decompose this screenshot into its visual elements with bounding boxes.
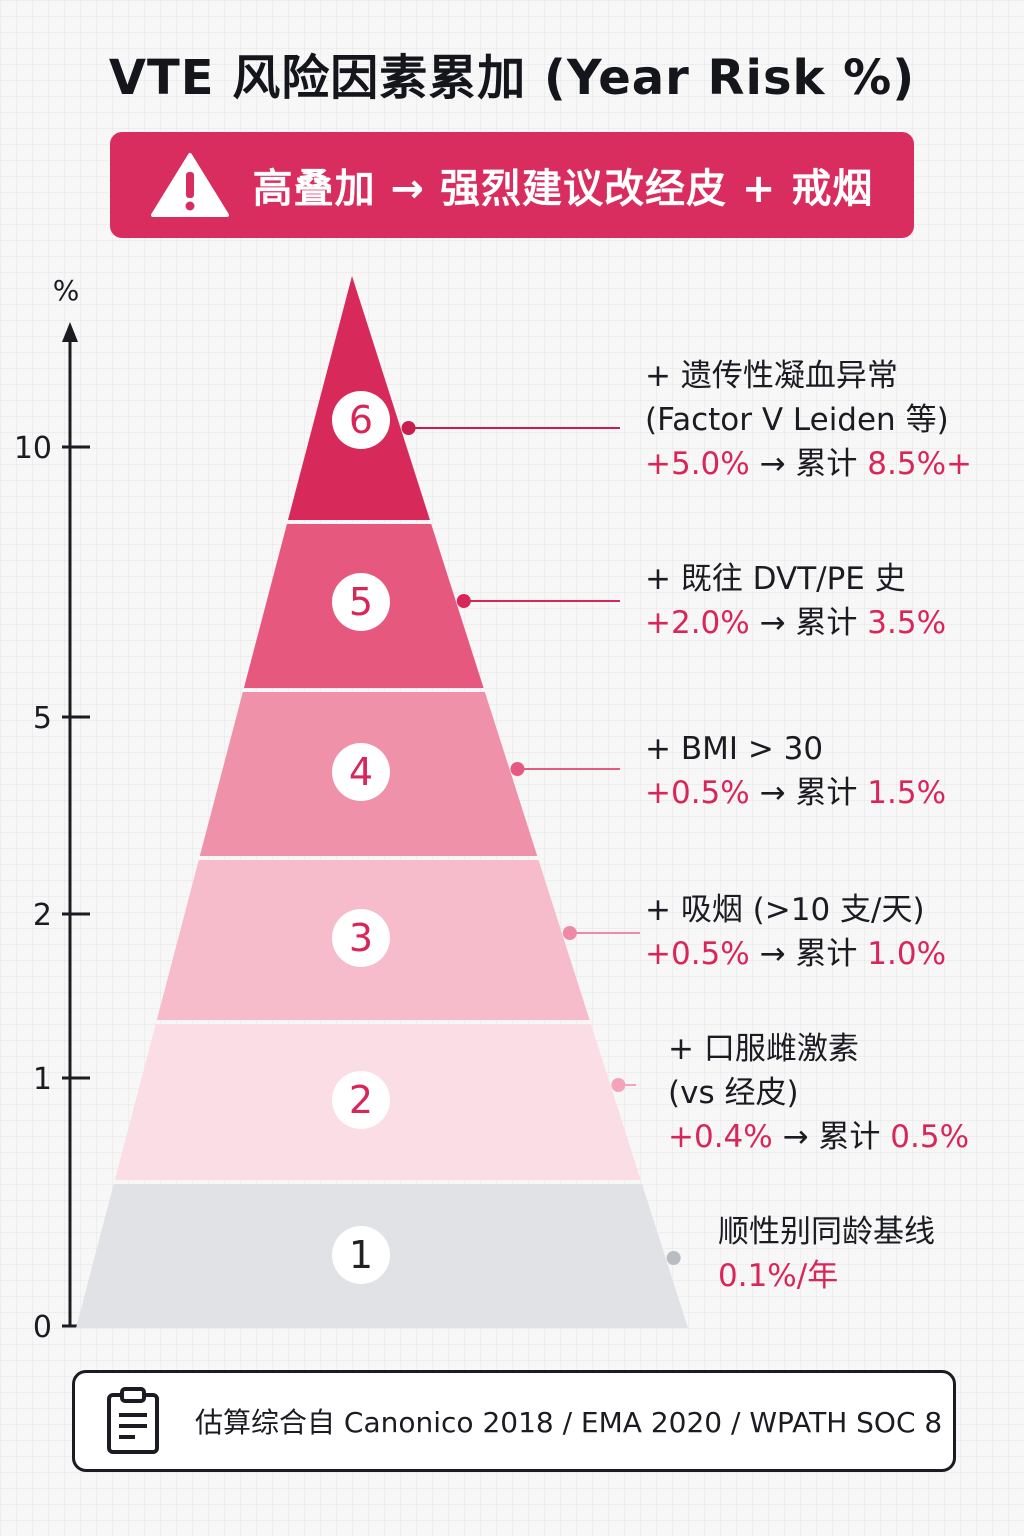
layer-number: 6 [349,398,373,442]
source-footer: 估算综合自 Canonico 2018 / EMA 2020 / WPATH S… [72,1370,956,1472]
risk-label-4: + BMI > 30 +0.5% → 累计 1.5% [645,727,946,815]
leader-dot [401,421,416,435]
risk-label-5: + 既往 DVT/PE 史 +2.0% → 累计 3.5% [645,557,946,645]
layer-number: 4 [349,750,373,794]
risk-increment: +0.4% [668,1119,773,1155]
cumulative-risk: 3.5% [867,605,947,641]
axis-unit: % [53,274,80,307]
banner-text: 高叠加 → 强烈建议改经皮 + 戒烟 [252,166,874,212]
axis-tick-label: 0 [33,1310,52,1345]
risk-factor-name: 顺性别同龄基线 [718,1214,935,1250]
source-text: 估算综合自 Canonico 2018 / EMA 2020 / WPATH S… [195,1406,943,1439]
page-title: VTE 风险因素累加 (Year Risk %) [108,50,916,106]
layer-number-badge [332,1226,390,1284]
layer-number: 2 [349,1078,373,1122]
risk-increment: +5.0% [645,446,750,482]
risk-factor-name: + 口服雌激素 [668,1031,859,1067]
risk-value-line: +0.5% → 累计 1.5% [645,771,946,815]
layer-number-badge [332,743,390,801]
cumulative-risk: 0.5% [890,1119,970,1155]
risk-factor-note: (vs 经皮) [668,1075,799,1111]
leader-dot [611,1078,626,1092]
risk-factor-note: (Factor V Leiden 等) [645,402,949,438]
layer-number-badge [332,1071,390,1129]
risk-increment: +0.5% [645,775,750,811]
y-axis: % 0 1 2 5 10 [14,274,90,1345]
axis-tick-label: 10 [14,431,52,466]
risk-increment: 0.1%/年 [718,1258,839,1294]
risk-value-line: 0.1%/年 [718,1254,935,1298]
warning-triangle-icon [150,153,229,217]
arrow-and-cumulative-label: → 累计 [749,775,868,811]
risk-label-1: 顺性别同龄基线 0.1%/年 [718,1210,935,1298]
arrow-and-cumulative-label: → 累计 [772,1119,891,1155]
arrow-and-cumulative-label: → 累计 [749,936,868,972]
risk-factor-name: + 吸烟 (>10 支/天) [645,892,925,928]
layer-number-badge [332,391,390,449]
risk-factor-name: + 遗传性凝血异常 [645,358,898,394]
leader-dot [666,1251,681,1265]
layer-number: 5 [349,580,373,624]
layer-number-badge [332,909,390,967]
clipboard-icon [107,1387,159,1454]
cumulative-risk: 8.5%+ [867,446,973,482]
leader-dot [510,762,525,776]
axis-tick-label: 2 [33,898,52,933]
leader-dot [456,594,471,608]
risk-value-line: +2.0% → 累计 3.5% [645,601,946,645]
risk-label-6: + 遗传性凝血异常 (Factor V Leiden 等) +5.0% → 累计 8… [645,354,972,486]
risk-factor-name: + 既往 DVT/PE 史 [645,561,906,597]
warning-banner: 高叠加 → 强烈建议改经皮 + 戒烟 [110,132,914,238]
layer-number-badge [332,573,390,631]
risk-value-line: +0.5% → 累计 1.0% [645,932,946,976]
risk-increment: +0.5% [645,936,750,972]
layer-number: 3 [349,916,373,960]
risk-value-line: +0.4% → 累计 0.5% [668,1115,969,1159]
risk-label-3: + 吸烟 (>10 支/天) +0.5% → 累计 1.0% [645,888,946,976]
axis-tick-label: 5 [33,701,52,736]
risk-value-line: +5.0% → 累计 8.5%+ [645,442,972,486]
arrow-and-cumulative-label: → 累计 [749,446,868,482]
cumulative-risk: 1.0% [867,936,947,972]
risk-factor-name: + BMI > 30 [645,731,824,767]
cumulative-risk: 1.5% [867,775,947,811]
risk-label-2: + 口服雌激素 (vs 经皮) +0.4% → 累计 0.5% [668,1027,969,1159]
layer-number: 1 [349,1233,373,1277]
arrow-and-cumulative-label: → 累计 [749,605,868,641]
leader-dot [562,926,577,940]
risk-increment: +2.0% [645,605,750,641]
axis-tick-label: 1 [33,1062,52,1097]
